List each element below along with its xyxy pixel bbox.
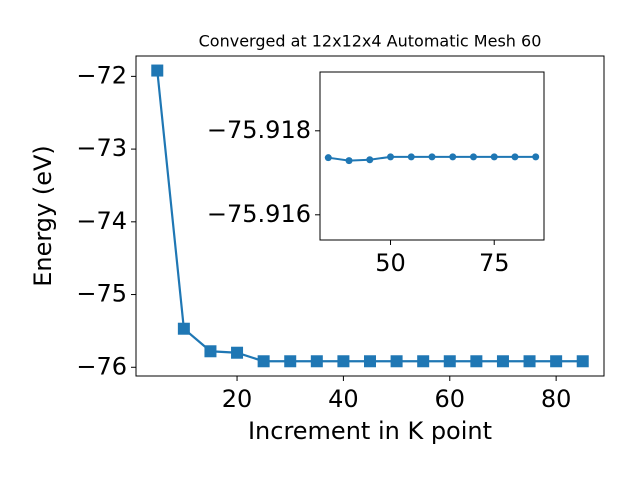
marker: [511, 153, 519, 161]
marker: [443, 355, 456, 368]
marker: [490, 153, 498, 161]
marker: [407, 153, 415, 161]
y-tick-label: −75: [76, 280, 127, 308]
marker: [550, 355, 563, 368]
marker: [532, 153, 540, 161]
y-tick-label: −73: [76, 134, 127, 162]
marker: [390, 355, 403, 368]
marker: [324, 154, 332, 162]
marker: [284, 355, 297, 368]
x-tick-label: 80: [541, 385, 572, 413]
y-tick-label: −75.918: [207, 116, 311, 144]
marker: [177, 322, 190, 335]
marker: [310, 355, 323, 368]
y-tick-label: −74: [76, 207, 127, 235]
marker: [576, 355, 589, 368]
marker: [496, 355, 509, 368]
marker: [470, 355, 483, 368]
marker: [428, 153, 436, 161]
marker: [523, 355, 536, 368]
x-tick-label: 20: [222, 385, 253, 413]
marker: [257, 355, 270, 368]
axes-frame: [319, 71, 545, 241]
chart-title: Converged at 12x12x4 Automatic Mesh 60: [199, 32, 542, 51]
y-tick-label: −76: [76, 352, 127, 380]
marker: [387, 153, 395, 161]
marker: [345, 157, 353, 165]
marker: [469, 153, 477, 161]
marker: [366, 156, 374, 164]
marker: [337, 355, 350, 368]
marker: [231, 346, 244, 359]
y-tick-label: −72: [76, 61, 127, 89]
x-axis-label: Increment in K point: [248, 417, 492, 445]
marker: [449, 153, 457, 161]
axes-frame: [135, 55, 605, 377]
y-axis-label: Energy (eV): [29, 145, 57, 287]
marker: [417, 355, 430, 368]
marker: [364, 355, 376, 368]
y-tick-label: −75.916: [207, 200, 311, 228]
x-tick-label: 75: [479, 249, 510, 277]
x-tick-label: 40: [328, 385, 359, 413]
x-tick-label: 50: [375, 249, 406, 277]
marker: [151, 64, 164, 77]
marker: [204, 345, 217, 358]
x-tick-label: 60: [434, 385, 465, 413]
